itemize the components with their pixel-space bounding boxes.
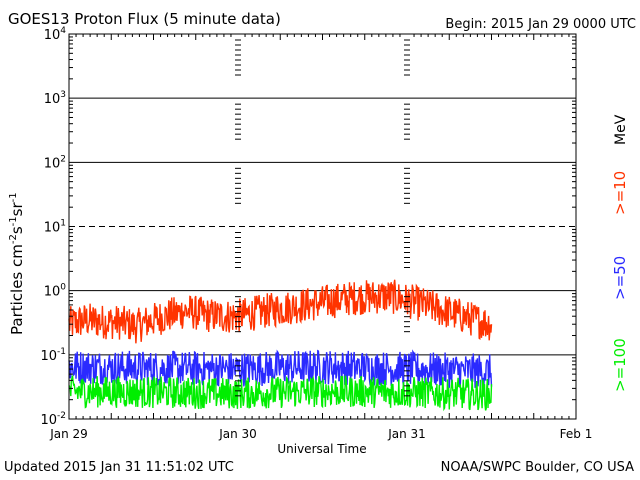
y-axis-label: Particles cm-2s-1sr-1	[8, 192, 26, 335]
legend-entry-0: >=10	[611, 171, 629, 215]
series-line-0	[68, 279, 493, 344]
x-axis-label: Universal Time	[277, 442, 366, 456]
grid-lines	[69, 97, 576, 356]
begin-time-label: Begin: 2015 Jan 29 0000 UTC	[445, 17, 636, 32]
credit-label: NOAA/SWPC Boulder, CO USA	[440, 460, 634, 475]
series-line-2	[68, 375, 493, 412]
y-tick-label: 10-1	[40, 347, 66, 364]
x-axis-ticks: Jan 29 Jan 30 Jan 31 Feb 1	[49, 34, 592, 441]
updated-timestamp: Updated 2015 Jan 31 11:51:02 UTC	[4, 460, 234, 475]
x-tick-label: Jan 30	[218, 427, 257, 441]
chart-title: GOES13 Proton Flux (5 minute data)	[8, 10, 281, 28]
energy-unit-label: MeV	[613, 114, 629, 145]
y-tick-label: 101	[44, 219, 66, 236]
data-series	[68, 279, 493, 412]
y-tick-label: 103	[44, 90, 66, 107]
legend-entry-1: >=50	[611, 256, 629, 300]
y-tick-label: 102	[44, 154, 66, 171]
x-tick-label: Jan 29	[49, 427, 88, 441]
legend: >=10 >=50 >=100	[611, 171, 629, 392]
y-axis-ticks: 104 103 102 101 100 10-1 10-2	[40, 26, 576, 428]
x-tick-label: Jan 31	[387, 427, 426, 441]
x-tick-label: Feb 1	[560, 427, 593, 441]
y-tick-label: 104	[44, 26, 67, 43]
series-line-1	[68, 349, 493, 389]
y-tick-label: 100	[44, 283, 67, 300]
legend-entry-2: >=100	[611, 338, 629, 392]
y-tick-label: 10-2	[40, 411, 66, 428]
